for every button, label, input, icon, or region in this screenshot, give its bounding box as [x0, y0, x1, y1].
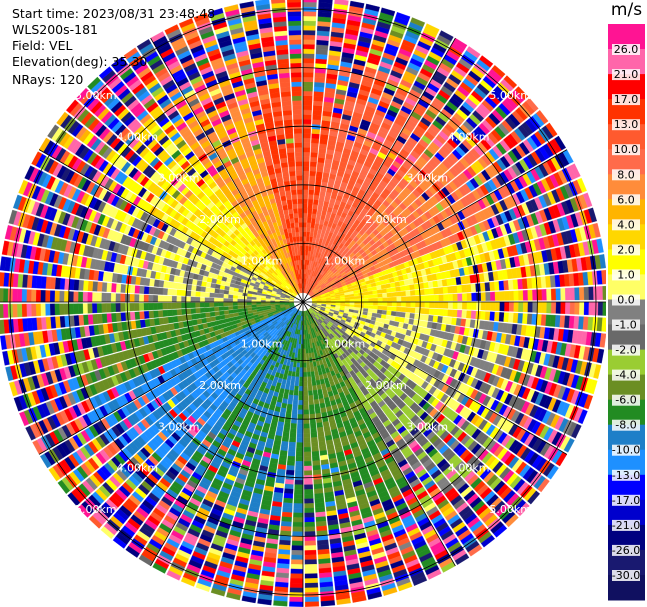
colorbar-tick-bg-4 [612, 144, 640, 156]
ring-label-45-4: 4.00km [448, 130, 490, 143]
ring-label-315-3: 3.00km [158, 172, 200, 185]
colorbar-tick-bg-7 [612, 219, 640, 231]
nrays-label: NRays: 120 [12, 72, 84, 87]
colorbar-tick-17: -13.0 [612, 469, 640, 482]
colorbar-tick-bg-16 [612, 444, 640, 456]
colorbar-tick-10: 0.0 [617, 294, 635, 307]
spoke-30 [302, 37, 456, 303]
colorbar-tick-6: 6.0 [617, 193, 635, 206]
colorbar-tick-bg-10 [612, 294, 640, 306]
colorbar-tick-bg-1 [612, 69, 640, 81]
instrument-label: WLS200s-181 [12, 22, 98, 37]
colorbar-tick-bg-14 [612, 394, 640, 406]
colorbar-tick-20: -26.0 [612, 544, 640, 557]
ring-label-315-4: 4.00km [117, 130, 159, 143]
colorbar-tick-bg-6 [612, 194, 640, 206]
ring-label-135-5: 5.00km [489, 503, 531, 516]
ring-label-45-2: 2.00km [365, 213, 407, 226]
ring-label-45-5: 5.00km [489, 89, 531, 102]
colorbar-tick-2: 17.0 [614, 93, 639, 106]
ring-label-135-4: 4.00km [448, 462, 490, 475]
spoke-120 [302, 301, 568, 455]
spoke-240 [38, 301, 304, 455]
colorbar: 26.0 21.0 17.0 13.0 10.0 8.0 6.0 4.0 2.0 1.0 0.0 -1… [608, 24, 645, 601]
colorbar-tick-19: -21.0 [612, 519, 640, 532]
ring-label-225-2: 2.00km [199, 379, 241, 392]
ring-label-225-3: 3.00km [158, 420, 200, 433]
colorbar-tick-16: -10.0 [612, 444, 640, 457]
colorbar-tick-8: 2.0 [617, 243, 635, 256]
colorbar-tick-11: -1.0 [615, 319, 636, 332]
colorbar-tick-bg-9 [612, 269, 640, 281]
colorbar-tick-5: 8.0 [617, 168, 635, 181]
colorbar-tick-bg-3 [612, 119, 640, 131]
ring-label-225-4: 4.00km [117, 462, 159, 475]
ring-label-135-2: 2.00km [365, 379, 407, 392]
colorbar-tick-bg-0 [612, 44, 640, 55]
colorbar-tick-13: -4.0 [615, 369, 636, 382]
ring-label-225-5: 5.00km [75, 503, 117, 516]
spoke-60 [302, 149, 568, 303]
ring-label-135-3: 3.00km [407, 420, 449, 433]
colorbar-tick-3: 13.0 [614, 118, 639, 131]
azimuth-spokes [0, 0, 606, 607]
colorbar-tick-bg-2 [612, 94, 640, 106]
colorbar-tick-12: -2.0 [615, 344, 636, 357]
colorbar-tick-1: 21.0 [614, 68, 639, 81]
colorbar-tick-15: -8.0 [615, 419, 636, 432]
colorbar-tick-18: -17.0 [612, 494, 640, 507]
spoke-210 [150, 301, 304, 567]
spoke-300 [38, 149, 304, 303]
colorbar-tick-7: 4.0 [617, 218, 635, 231]
ring-label-315-1: 1.00km [241, 255, 283, 268]
colorbar-tick-bg-17 [612, 469, 640, 481]
colorbar-tick-21: -30.0 [612, 569, 640, 582]
start-time-label: Start time: 2023/08/31 23:48:48 [12, 6, 216, 21]
colorbar-tick-bg-15 [612, 419, 640, 431]
ring-label-225-1: 1.00km [241, 337, 283, 350]
colorbar-tick-14: -6.0 [615, 394, 636, 407]
colorbar-tick-bg-13 [612, 369, 640, 381]
ring-label-135-1: 1.00km [324, 337, 366, 350]
colorbar-tick-9: 1.0 [617, 268, 635, 281]
colorbar-tick-bg-8 [612, 244, 640, 256]
velocity-gates [0, 0, 606, 607]
colorbar-unit: m/s [610, 0, 643, 20]
spoke-150 [302, 301, 456, 567]
spoke-330 [150, 37, 304, 303]
ring-label-45-1: 1.00km [324, 255, 366, 268]
ring-labels: 1.00km 2.00km 3.00km 4.00km 5.00km 1.00km 2.00… [75, 89, 531, 516]
colorbar-tick-bg-21 [612, 570, 640, 581]
ring-label-45-3: 3.00km [407, 172, 449, 185]
ring-label-315-2: 2.00km [199, 213, 241, 226]
colorbar-tick-bg-20 [612, 544, 640, 556]
ppi-plot: 1.00km 2.00km 3.00km 4.00km 5.00km 1.00km 2.00… [0, 0, 606, 607]
colorbar-tick-bg-19 [612, 519, 640, 531]
ring-label-315-5: 5.00km [75, 89, 117, 102]
colorbar-tick-bg-12 [612, 344, 640, 356]
colorbar-tick-bg-5 [612, 169, 640, 181]
field-label: Field: VEL [12, 38, 73, 53]
colorbar-tick-bg-11 [612, 319, 640, 331]
colorbar-tick-4: 10.0 [614, 143, 639, 156]
colorbar-tick-bg-18 [612, 494, 640, 506]
elevation-label: Elevation(deg): 35.30 [12, 54, 148, 69]
colorbar-tick-0: 26.0 [614, 43, 639, 56]
